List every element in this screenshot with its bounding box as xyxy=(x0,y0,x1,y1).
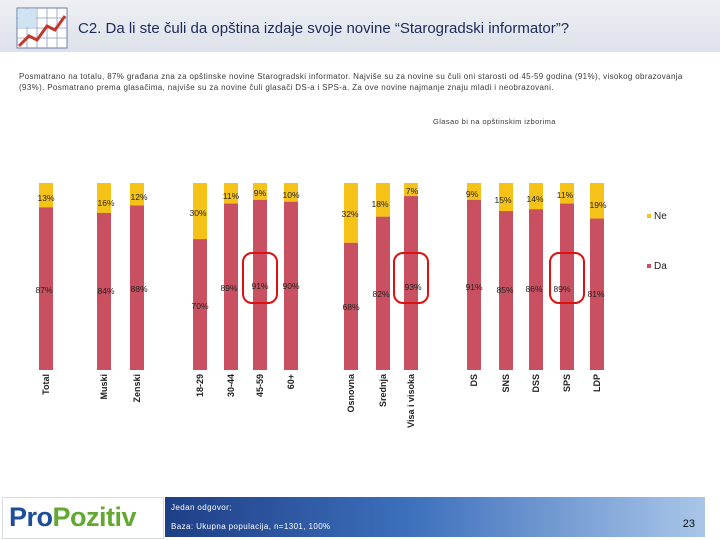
propozitiv-logo: ProPozitiv xyxy=(2,497,164,539)
label-ne-12: 14% xyxy=(526,194,543,204)
label-ne-0: 13% xyxy=(37,193,54,203)
highlight-box-0 xyxy=(242,252,278,304)
bar-da-11 xyxy=(499,211,513,370)
bar-ne-10 xyxy=(467,183,481,200)
label-da-1: 84% xyxy=(97,286,114,296)
legend-label-da: Da xyxy=(654,261,667,272)
label-da-5: 91% xyxy=(251,281,268,291)
label-da-9: 93% xyxy=(404,282,421,292)
category-label-2: Zenski xyxy=(132,374,142,403)
bar-da-5 xyxy=(253,199,267,370)
bar-ne-3 xyxy=(193,183,207,240)
bar-da-1 xyxy=(97,212,111,370)
label-da-10: 91% xyxy=(465,282,482,292)
label-da-11: 85% xyxy=(496,285,513,295)
bar-ne-6 xyxy=(284,183,298,202)
bar-da-10 xyxy=(467,199,481,370)
label-da-8: 82% xyxy=(372,289,389,299)
bar-da-4 xyxy=(224,203,238,370)
bar-ne-2 xyxy=(130,183,144,206)
label-ne-10: 9% xyxy=(466,189,479,199)
bar-da-9 xyxy=(404,196,418,370)
bar-ne-1 xyxy=(97,183,111,213)
label-ne-14: 19% xyxy=(589,200,606,210)
bar-ne-13 xyxy=(560,183,574,204)
category-label-10: DS xyxy=(469,374,479,387)
label-da-3: 70% xyxy=(191,301,208,311)
description-text: Posmatrano na totalu, 87% građana zna za… xyxy=(19,72,683,92)
category-label-1: Muski xyxy=(99,374,109,400)
page-number: 23 xyxy=(682,518,695,530)
legend-swatch-ne xyxy=(647,214,651,218)
label-ne-4: 11% xyxy=(223,191,240,201)
label-da-7: 68% xyxy=(342,302,359,312)
highlight-box-1 xyxy=(393,252,429,304)
label-da-4: 89% xyxy=(220,283,237,293)
bar-ne-11 xyxy=(499,183,513,212)
bar-da-3 xyxy=(193,239,207,370)
label-da-6: 90% xyxy=(282,281,299,291)
label-da-0: 87% xyxy=(35,285,52,295)
category-label-12: DSS xyxy=(531,374,541,393)
footer-note-answer: Jedan odgovor; xyxy=(171,503,232,512)
highlight-box-2 xyxy=(549,252,585,304)
category-label-11: SNS xyxy=(501,374,511,393)
logo-pozitiv-text: Pozitiv xyxy=(52,502,137,532)
category-label-0: Total xyxy=(41,374,51,395)
bar-da-0 xyxy=(39,207,53,370)
category-label-13: SPS xyxy=(562,374,572,392)
label-da-12: 86% xyxy=(525,284,542,294)
label-ne-3: 30% xyxy=(189,208,206,218)
bar-da-12 xyxy=(529,209,543,370)
chart-subtitle: Glasao bi na opštinskim izborima xyxy=(433,117,556,126)
category-label-8: Srednja xyxy=(378,373,388,407)
category-label-3: 18-29 xyxy=(195,374,205,397)
label-da-2: 88% xyxy=(130,284,147,294)
footer-bar: Jedan odgovor; Baza: Ukupna populacija, … xyxy=(165,497,705,537)
bar-ne-0 xyxy=(39,183,53,208)
bar-da-7 xyxy=(344,242,358,370)
category-label-14: LDP xyxy=(592,374,602,392)
label-da-13: 89% xyxy=(553,284,570,294)
legend-label-ne: Ne xyxy=(654,211,667,222)
label-ne-2: 12% xyxy=(130,192,147,202)
bar-ne-5 xyxy=(253,183,267,200)
category-label-7: Osnovna xyxy=(346,373,356,413)
label-ne-7: 32% xyxy=(341,209,358,219)
bar-da-6 xyxy=(284,201,298,370)
label-ne-9: 7% xyxy=(406,186,419,196)
label-ne-11: 15% xyxy=(494,195,511,205)
label-ne-1: 16% xyxy=(97,198,114,208)
footer-note-base: Baza: Ukupna populacija, n=1301, 100% xyxy=(171,522,331,531)
bar-ne-14 xyxy=(590,183,604,219)
bar-ne-9 xyxy=(404,183,418,197)
label-ne-5: 9% xyxy=(254,188,267,198)
label-ne-6: 10% xyxy=(282,190,299,200)
header-bar: C2. Da li ste čuli da opština izdaje svo… xyxy=(0,0,720,52)
label-da-14: 81% xyxy=(587,289,604,299)
legend-swatch-da xyxy=(647,264,651,268)
bar-da-14 xyxy=(590,218,604,370)
page-title: C2. Da li ste čuli da opština izdaje svo… xyxy=(78,20,570,37)
category-label-6: 60+ xyxy=(286,374,296,389)
bar-ne-12 xyxy=(529,183,543,210)
bar-ne-4 xyxy=(224,183,238,204)
category-label-5: 45-59 xyxy=(255,374,265,397)
bar-ne-8 xyxy=(376,183,390,217)
logo-pro-text: Pro xyxy=(9,502,53,532)
bar-da-13 xyxy=(560,203,574,370)
bar-ne-7 xyxy=(344,183,358,243)
bar-da-8 xyxy=(376,216,390,370)
label-ne-13: 11% xyxy=(557,190,574,200)
chart-grid-logo-icon xyxy=(16,7,68,49)
bar-da-2 xyxy=(130,205,144,370)
stacked-bar-chart: 13% 87% Total 16% 84% Muski 12% 88% Zenski 30% 70%… xyxy=(35,183,667,428)
category-label-4: 30-44 xyxy=(226,374,236,397)
category-label-9: Visa i visoka xyxy=(406,373,416,428)
label-ne-8: 18% xyxy=(371,199,388,209)
